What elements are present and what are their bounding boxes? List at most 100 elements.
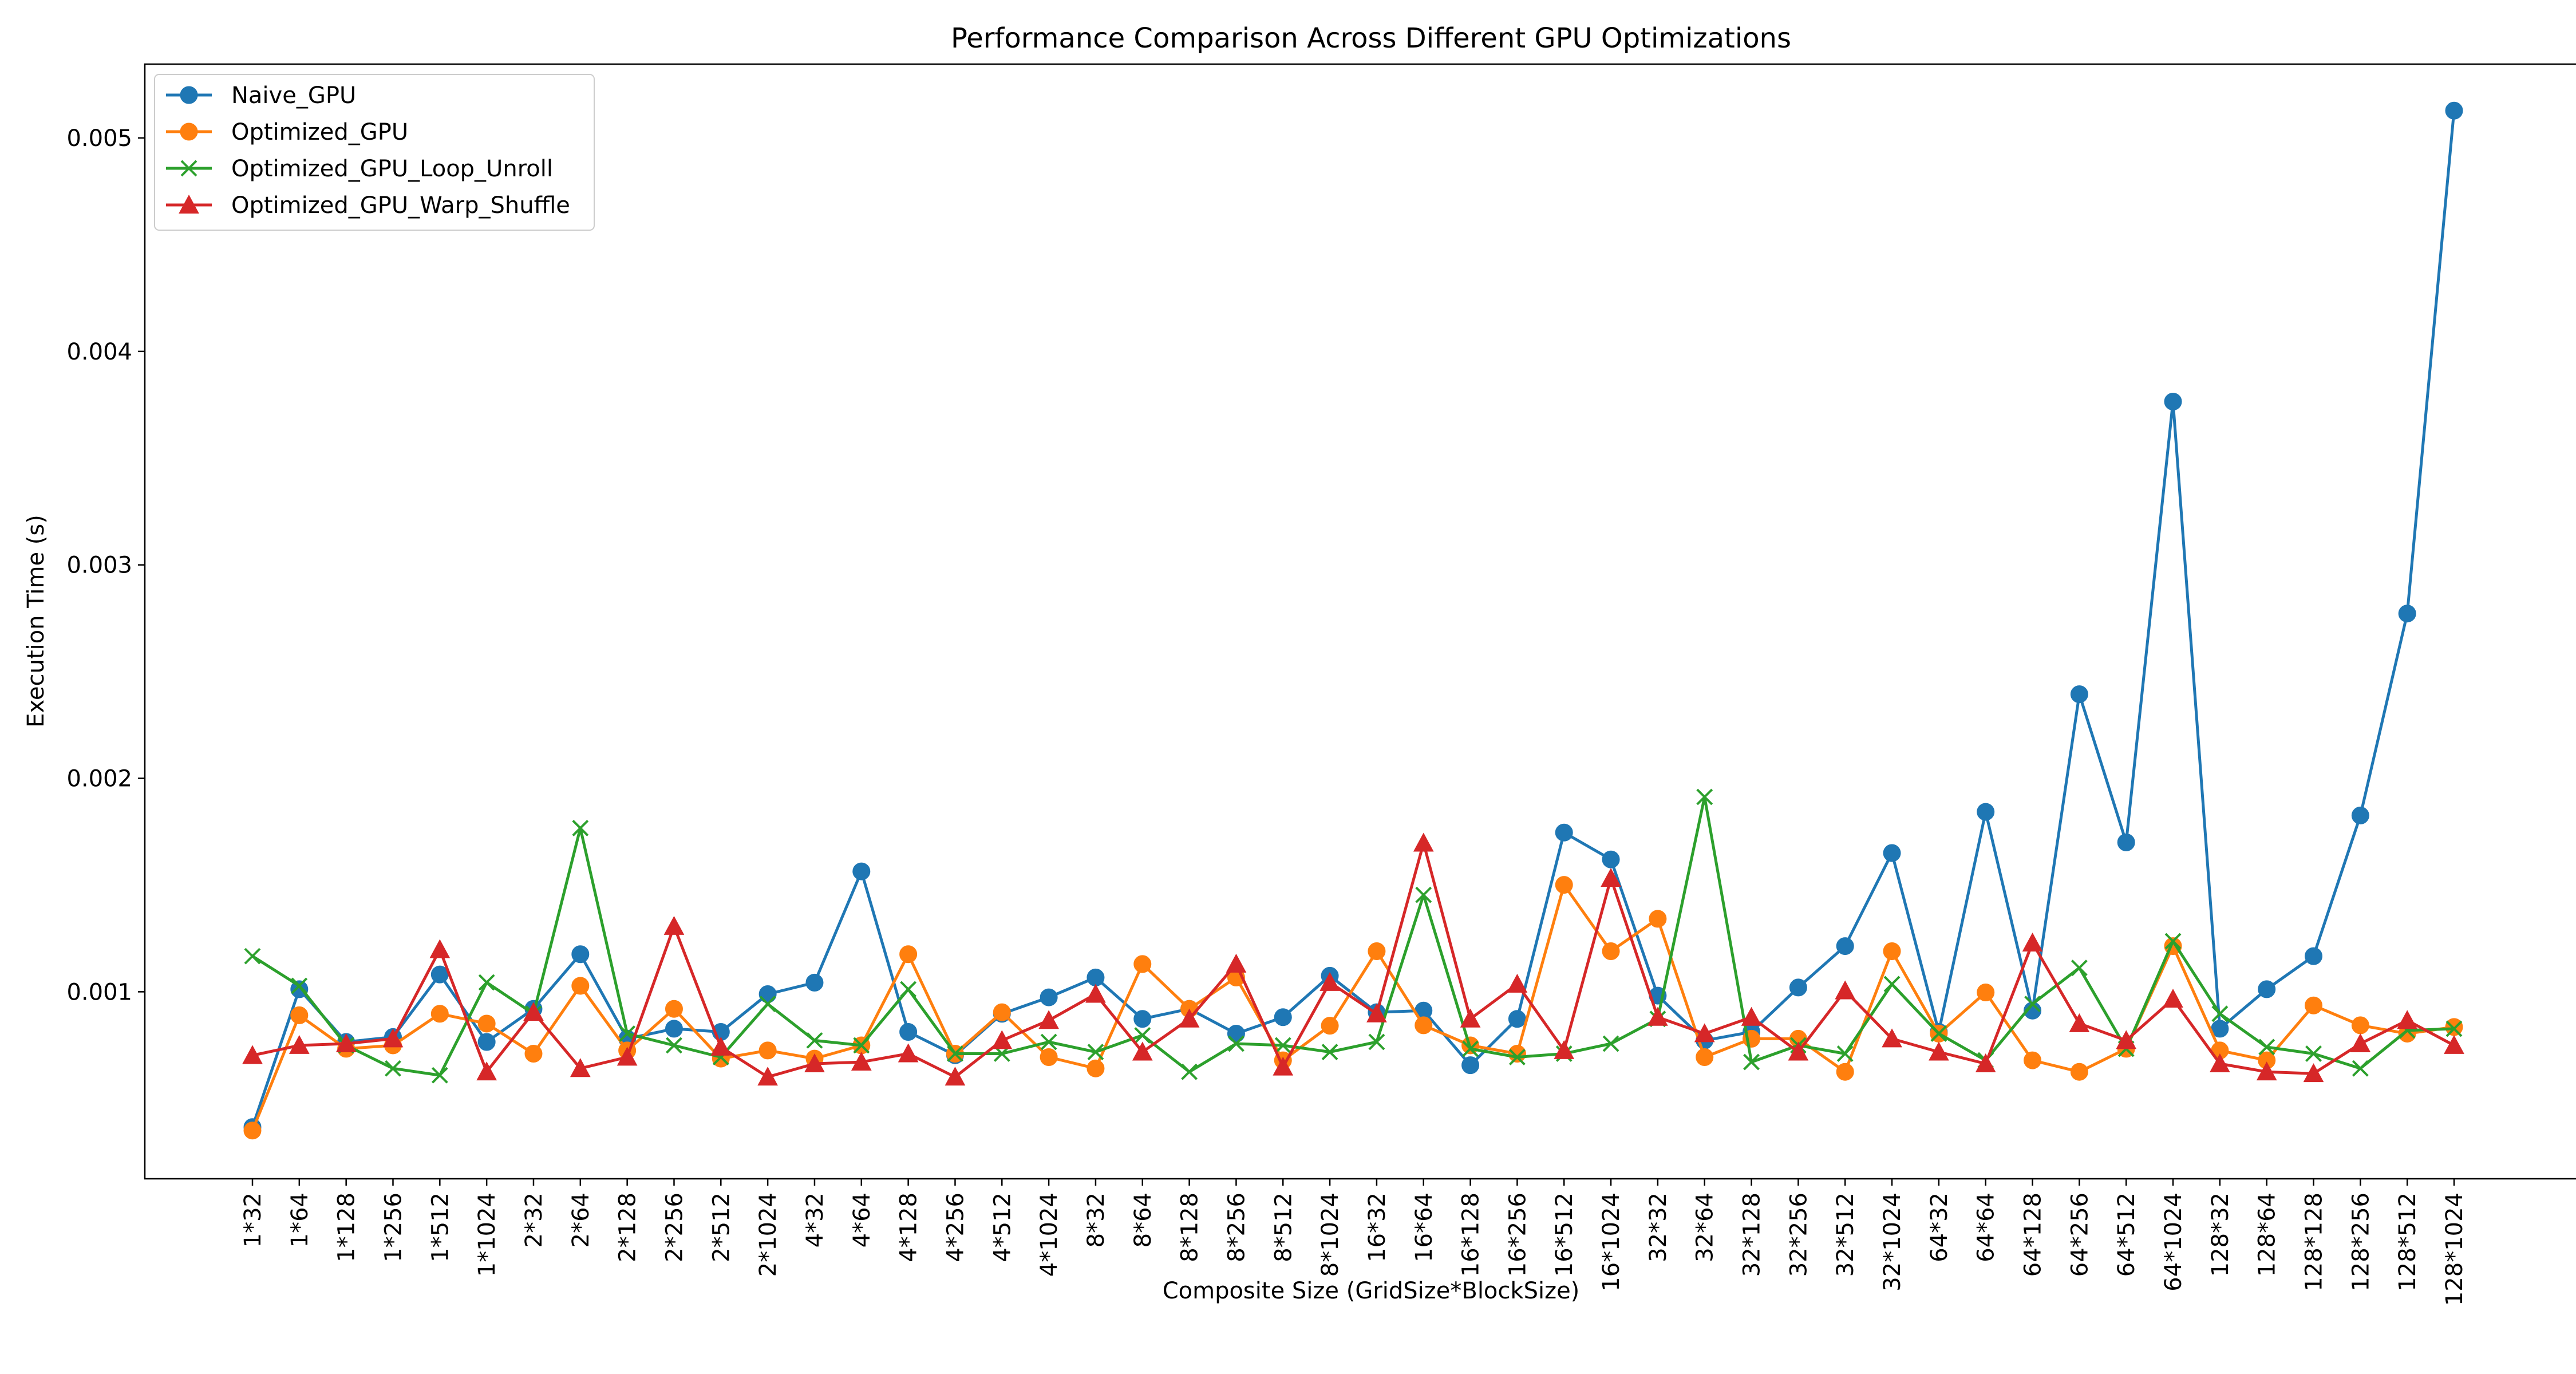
data-point: [945, 1067, 966, 1086]
data-point: [244, 947, 261, 965]
data-point: [2070, 685, 2088, 704]
x-tick-label: 1*1024: [474, 1193, 500, 1277]
data-point: [571, 977, 590, 995]
data-point: [1086, 968, 1105, 986]
x-tick-label: 64*1024: [2160, 1193, 2187, 1292]
data-point: [1274, 1037, 1291, 1054]
data-point: [1554, 1040, 1575, 1059]
series-line-naive-gpu: [251, 109, 2456, 1129]
y-tick-label: 0.003: [66, 552, 132, 579]
data-point: [1133, 1010, 1152, 1028]
data-point: [993, 1003, 1011, 1021]
legend-item: Naive_GPU: [166, 82, 356, 109]
data-point: [991, 1030, 1013, 1049]
data-point: [2070, 1063, 2088, 1081]
data-point: [1741, 1006, 1762, 1026]
data-point: [478, 974, 495, 991]
data-point: [1977, 803, 1995, 821]
data-point: [1461, 1056, 1480, 1075]
data-point: [1274, 1008, 1292, 1026]
data-point: [243, 1122, 262, 1140]
legend: Naive_GPU Optimized_GPU Optimized_GPU_Loop…: [154, 74, 595, 231]
data-point: [2116, 1030, 2137, 1049]
x-tick-label: 2*128: [615, 1193, 641, 1262]
series-line-optimized-gpu-warp-shuffle: [251, 842, 2456, 1079]
data-point: [1836, 1063, 1854, 1081]
data-point: [2164, 933, 2182, 950]
data-point: [617, 1047, 638, 1066]
x-tick-label: 8*1024: [1317, 1193, 1344, 1277]
x-tick-label: 32*256: [1785, 1193, 1812, 1277]
y-tick-label: 0.004: [66, 339, 132, 365]
x-tick-label: 128*128: [2301, 1193, 2328, 1292]
data-point: [2398, 605, 2416, 623]
series-optimized-gpu-loop-unroll: [244, 788, 2463, 1084]
x-tick-label: 1*64: [287, 1193, 313, 1247]
x-tick-label: 32*1024: [1879, 1193, 1906, 1292]
data-point: [431, 1067, 448, 1084]
data-point: [1977, 984, 1995, 1002]
data-point: [2350, 1033, 2371, 1052]
data-point: [1883, 844, 1901, 862]
y-tick-label: 0.005: [66, 125, 132, 152]
data-point: [806, 1032, 823, 1049]
data-point: [1930, 1025, 1947, 1042]
chart-title: Performance Comparison Across Different …: [951, 22, 1791, 54]
data-point: [2256, 1061, 2277, 1081]
data-point: [476, 1061, 497, 1081]
data-point: [242, 1045, 263, 1064]
data-point: [1040, 1033, 1057, 1051]
legend-item: Optimized_GPU_Loop_Unroll: [166, 156, 553, 182]
x-tick-label: 1*512: [427, 1193, 453, 1262]
data-point: [2445, 101, 2463, 120]
data-point: [1975, 1053, 1996, 1072]
x-tick-label: 16*64: [1411, 1193, 1437, 1262]
data-point: [1647, 1006, 1668, 1026]
data-point: [335, 1033, 357, 1052]
data-point: [2351, 1016, 2369, 1035]
data-point: [619, 1025, 636, 1042]
data-point: [2024, 1001, 2042, 1020]
x-tick-label: 16*512: [1551, 1193, 1578, 1277]
plot-area: [242, 101, 2464, 1140]
data-point: [385, 1060, 401, 1077]
data-point: [1743, 1053, 1760, 1071]
legend-marker: [179, 194, 199, 214]
axes-frame: [144, 63, 2576, 1180]
legend-marker: [180, 160, 197, 177]
data-point: [1460, 1008, 1481, 1028]
data-point: [1040, 1048, 1058, 1066]
data-point: [1038, 1010, 1059, 1029]
x-tick-label: 2*512: [708, 1193, 734, 1262]
x-tick-label: 4*256: [942, 1193, 969, 1262]
x-tick-label: 1*256: [380, 1193, 406, 1262]
data-point: [2211, 1005, 2229, 1022]
data-point: [2024, 996, 2041, 1013]
legend-item: Optimized_GPU: [166, 119, 408, 145]
x-tick-label: 128*256: [2348, 1193, 2374, 1292]
data-point: [2164, 392, 2182, 410]
data-point: [2071, 960, 2088, 977]
data-point: [1415, 886, 1432, 903]
data-point: [2305, 947, 2323, 965]
data-point: [1836, 937, 1854, 956]
data-point: [1602, 1035, 1619, 1052]
data-point: [1085, 984, 1106, 1003]
x-tick-label: 2*256: [661, 1193, 688, 1262]
x-tick-label: 64*256: [2067, 1193, 2093, 1277]
x-tick-label: 4*128: [896, 1193, 922, 1262]
x-tick-label: 1*32: [240, 1193, 266, 1247]
data-point: [382, 1028, 404, 1048]
data-point: [1415, 1016, 1433, 1035]
data-point: [524, 1045, 543, 1063]
data-point: [1696, 1048, 1714, 1066]
x-axis: 1*32 1*64 1*128 1*256 1*512 1*1024 2*32 2*64 2*1…: [240, 1179, 2468, 1306]
data-point: [2305, 996, 2323, 1014]
data-point: [1882, 1028, 1902, 1048]
data-point: [2258, 1039, 2275, 1056]
data-point: [1555, 876, 1573, 894]
data-point: [1368, 1033, 1385, 1051]
data-point: [290, 1006, 309, 1024]
data-point: [1228, 1035, 1244, 1052]
